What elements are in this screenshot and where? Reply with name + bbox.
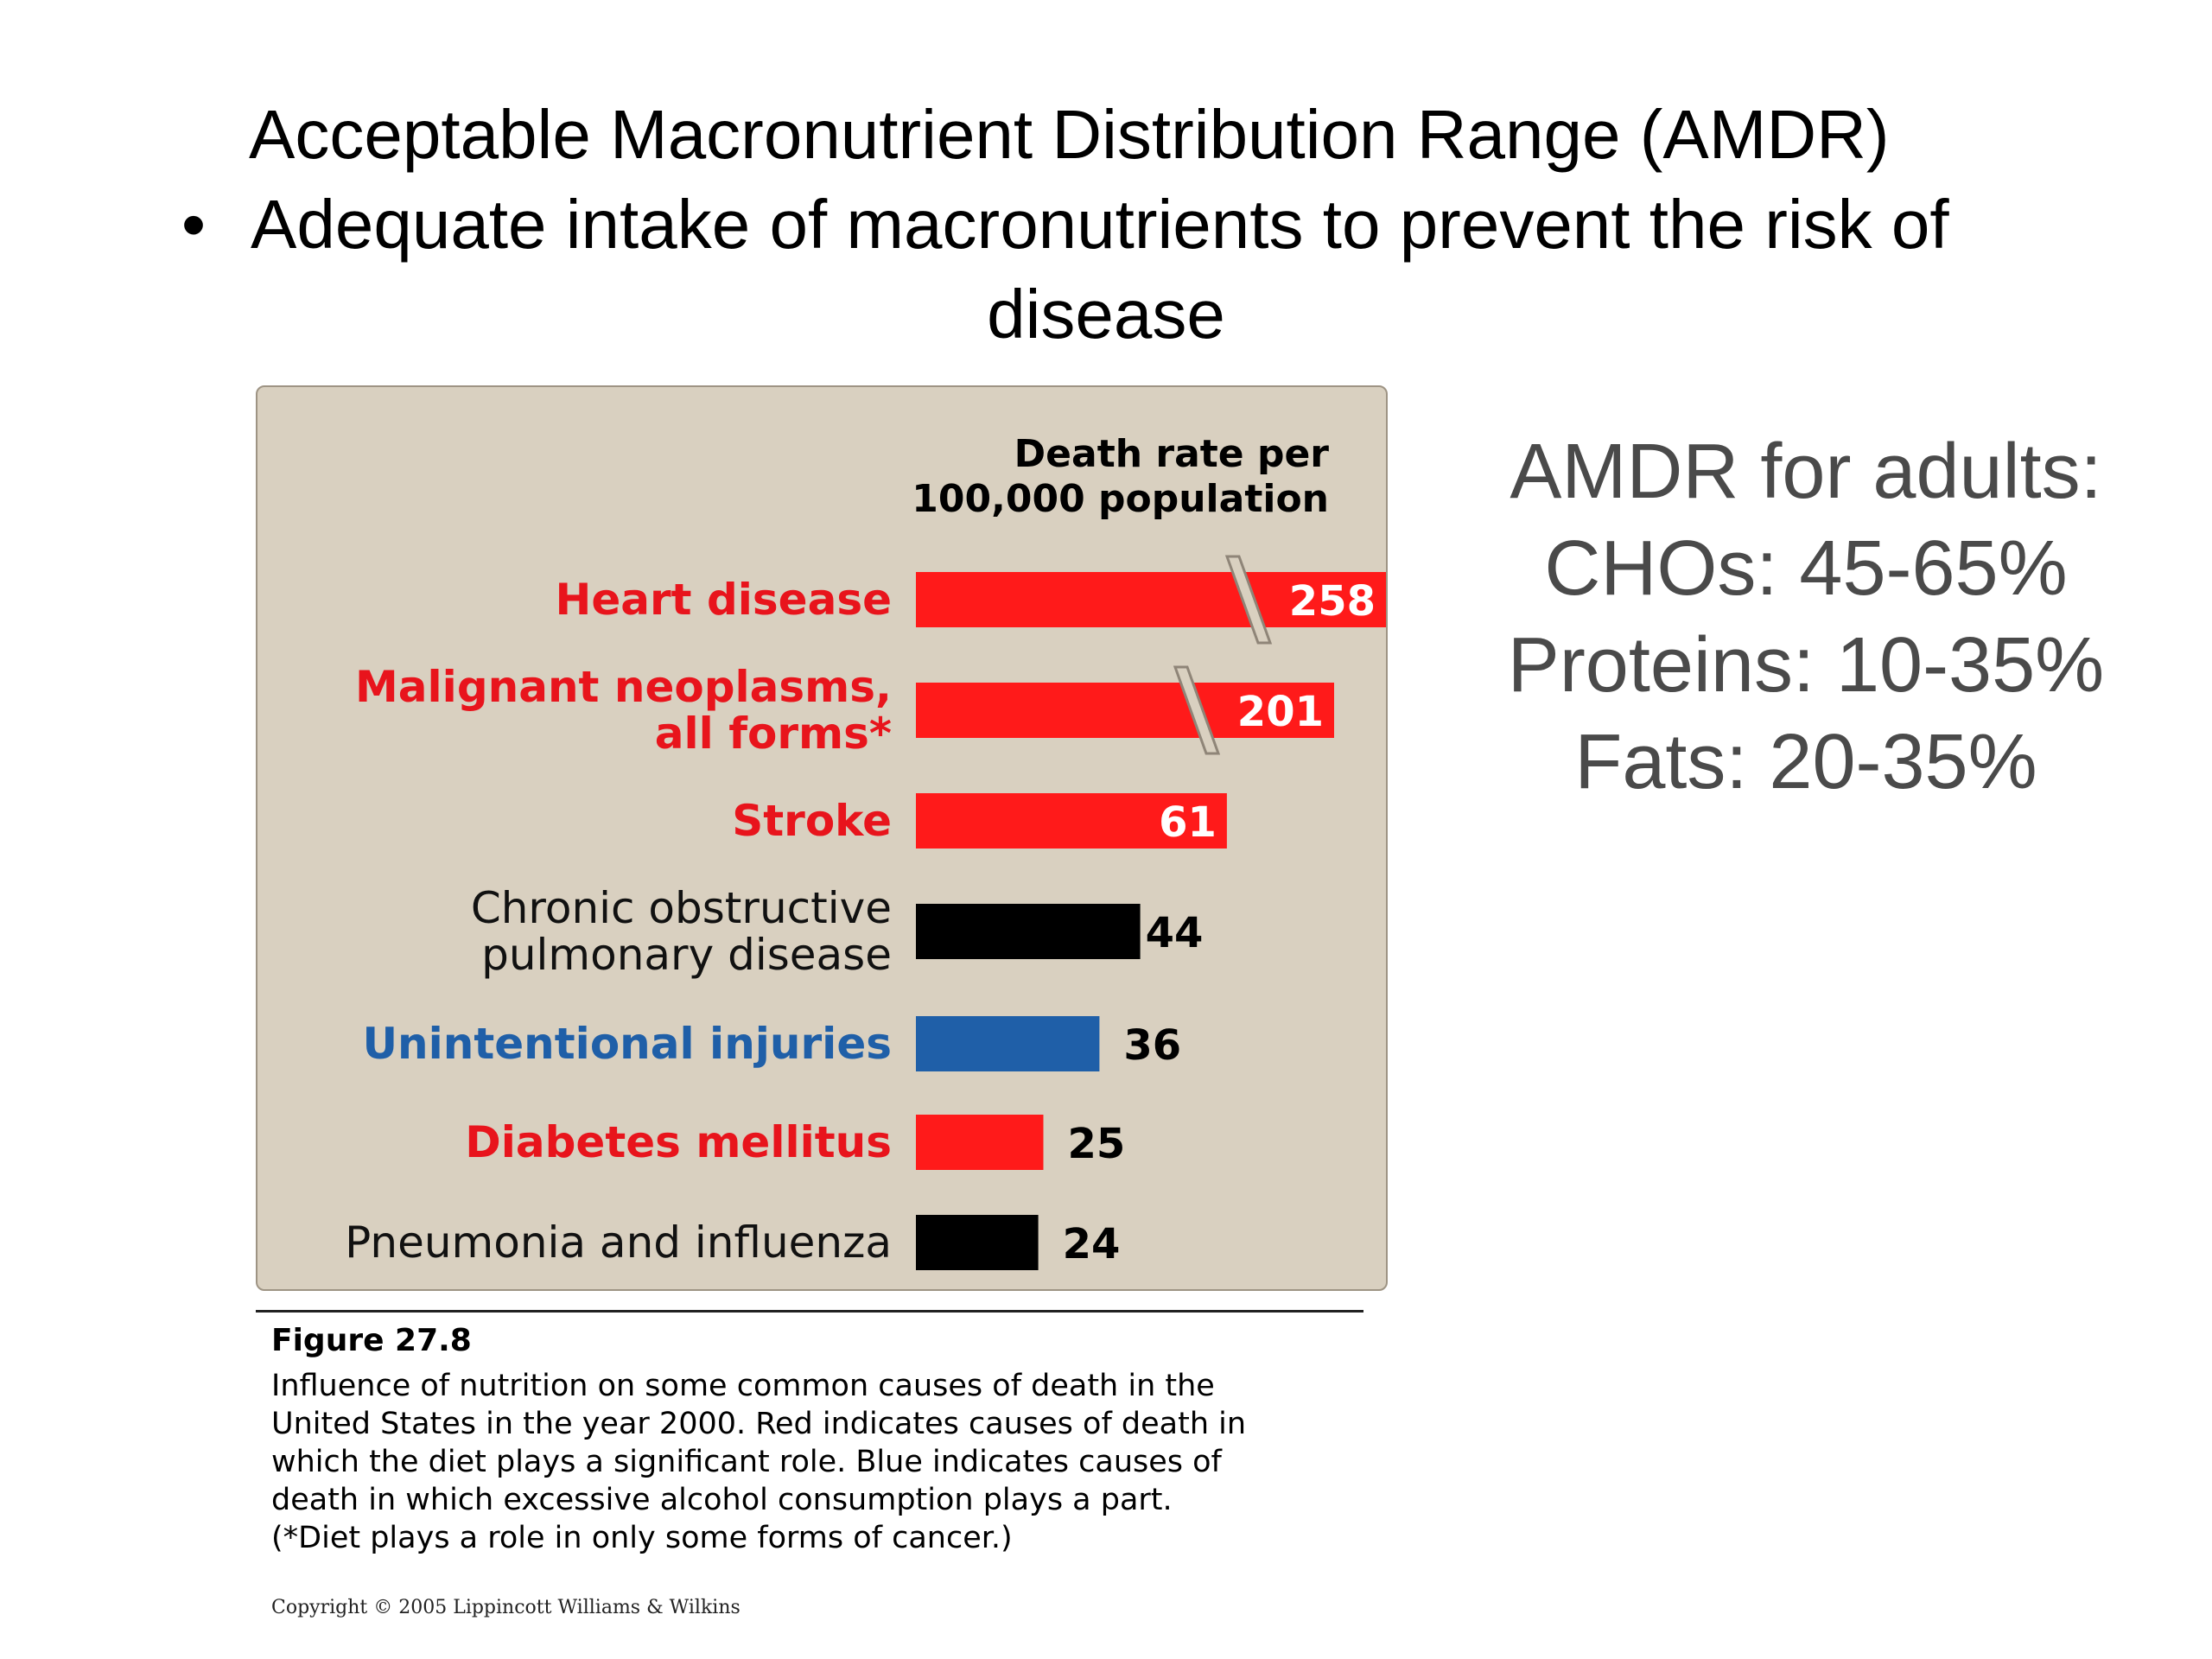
caption-line: United States in the year 2000. Red indi… [271,1407,1247,1441]
category-label-line: Stroke [732,796,892,846]
caption-line: which the diet plays a significant role.… [271,1445,1222,1479]
value-label-chronic-obstructive-pulmonary-disease: 44 [1146,909,1204,957]
axis-break-malignant-neoplasms-all-forms [1173,665,1221,755]
category-label-unintentional-injuries: Unintentional injuries [362,1019,892,1069]
figure-number: Figure 27.8 [271,1323,472,1358]
value-label-diabetes-mellitus: 25 [1068,1120,1126,1168]
caption-line: Influence of nutrition on some common ca… [271,1369,1215,1403]
bar-heart-disease [916,572,1386,627]
bullet-text-line-2: disease [987,276,1225,353]
category-label-stroke: Stroke [732,796,892,846]
category-label-line: Pneumonia and influenza [345,1217,892,1268]
bar-chronic-obstructive-pulmonary-disease [916,904,1141,959]
amdr-line-fats: Fats: 20-35% [1574,719,2037,805]
category-label-line: Malignant neoplasms, [355,662,892,712]
caption-line: death in which excessive alcohol consump… [271,1483,1173,1517]
category-label-chronic-obstructive-pulmonary-disease: Chronic obstructive pulmonary disease [471,883,892,980]
copyright-notice: Copyright © 2005 Lippincott Williams & W… [271,1597,741,1618]
category-label-line: all forms* [655,709,892,759]
figure-divider [256,1310,1363,1313]
value-axis-label-line-1: Death rate per [1014,432,1329,476]
value-label-stroke: 61 [1159,798,1217,847]
category-label-heart-disease: Heart disease [556,575,892,625]
amdr-line-chos: CHOs: 45-65% [1544,525,2068,612]
bullet-marker: • [181,186,207,263]
bar-stroke [916,793,1227,849]
category-label-malignant-neoplasms-all-forms: Malignant neoplasms, all forms* [355,662,892,759]
value-axis-label-line-2: 100,000 population [912,477,1329,521]
bar-pneumonia-and-influenza [916,1215,1039,1270]
amdr-line-proteins: Proteins: 10-35% [1507,622,2105,709]
amdr-summary: AMDR for adults: CHOs: 45-65% Proteins: … [1460,423,2152,810]
category-label-line: Diabetes mellitus [465,1117,892,1167]
category-label-line: Unintentional injuries [362,1019,892,1069]
category-label-line: Heart disease [556,575,892,625]
category-label-diabetes-mellitus: Diabetes mellitus [465,1117,892,1167]
value-label-pneumonia-and-influenza: 24 [1063,1220,1121,1268]
bullet-text: Adequate intake of macronutrients to pre… [251,180,2134,359]
bar-chart-svg: 258 Heart disease 201 Malignant neoplasms, a… [345,555,1386,1270]
value-label-heart-disease: 258 [1289,577,1376,626]
bar-malignant-neoplasms-all-forms [916,683,1334,738]
amdr-heading: AMDR for adults: [1510,429,2102,515]
category-label-line: Chronic obstructive [471,883,892,933]
value-label-malignant-neoplasms-all-forms: 201 [1237,688,1324,736]
bar-diabetes-mellitus [916,1115,1044,1170]
figure-caption: Influence of nutrition on some common ca… [271,1367,1412,1557]
bullet-text-line-1: Adequate intake of macronutrients to pre… [251,186,1949,263]
bar-unintentional-injuries [916,1016,1100,1071]
caption-line: (*Diet plays a role in only some forms o… [271,1521,1013,1555]
axis-break-heart-disease [1224,555,1273,645]
death-rate-chart: Death rate per 100,000 population 258 Hea… [256,385,1388,1291]
category-label-line: pulmonary disease [481,930,892,980]
value-axis-label: Death rate per 100,000 population [912,432,1329,522]
category-label-pneumonia-and-influenza: Pneumonia and influenza [345,1217,892,1268]
slide-title: Acceptable Macronutrient Distribution Ra… [249,96,1890,173]
value-label-unintentional-injuries: 36 [1123,1021,1181,1070]
